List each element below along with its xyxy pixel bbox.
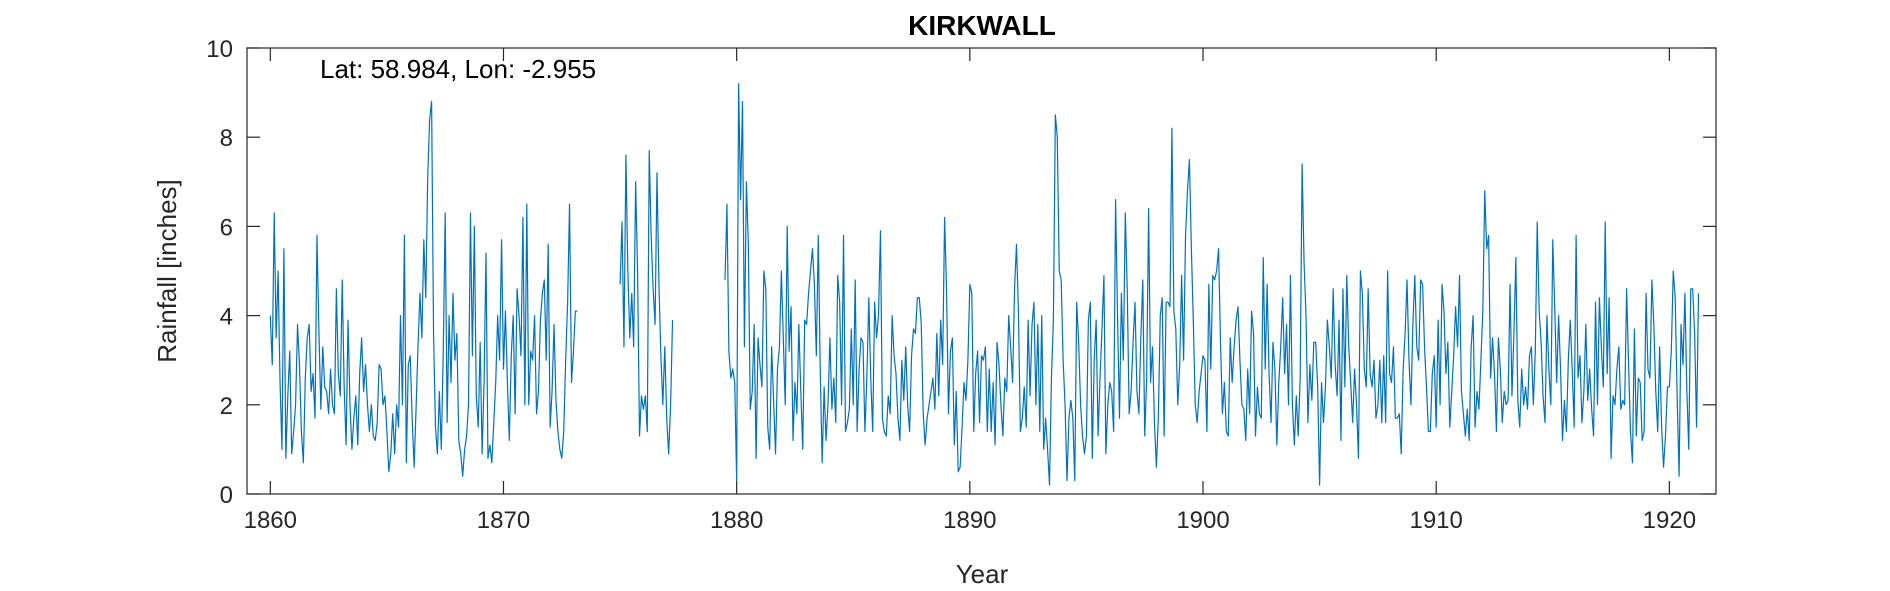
station-coordinates-annotation: Lat: 58.984, Lon: -2.955 <box>320 54 596 84</box>
y-tick-label-8: 8 <box>220 125 233 152</box>
x-axis-label: Year <box>956 559 1009 589</box>
x-tick-label-1910: 1910 <box>1409 507 1462 534</box>
axes-box <box>246 47 1717 495</box>
x-tick-label-1900: 1900 <box>1176 507 1229 534</box>
y-tick-label-0: 0 <box>220 482 233 509</box>
y-tick-label-6: 6 <box>220 214 233 241</box>
x-tick-label-1870: 1870 <box>477 507 530 534</box>
x-tick-label-1860: 1860 <box>244 507 297 534</box>
x-tick-label-1880: 1880 <box>710 507 763 534</box>
series-line-segment-2 <box>619 149 674 455</box>
x-tick-label-1920: 1920 <box>1643 507 1696 534</box>
series-line-segment-3 <box>724 83 1700 486</box>
y-tick-label-2: 2 <box>220 393 233 420</box>
chart-title: KIRKWALL <box>908 10 1056 41</box>
y-tick-label-10: 10 <box>206 36 233 63</box>
series-line-segment-1 <box>269 100 578 477</box>
y-axis-label: Rainfall [inches] <box>152 179 182 363</box>
plot-area: 1860 1870 1880 1890 1900 1910 1920 0 2 4 6 8 10 <box>206 36 1717 534</box>
x-tick-label-1890: 1890 <box>943 507 996 534</box>
y-tick-label-4: 4 <box>220 304 233 331</box>
